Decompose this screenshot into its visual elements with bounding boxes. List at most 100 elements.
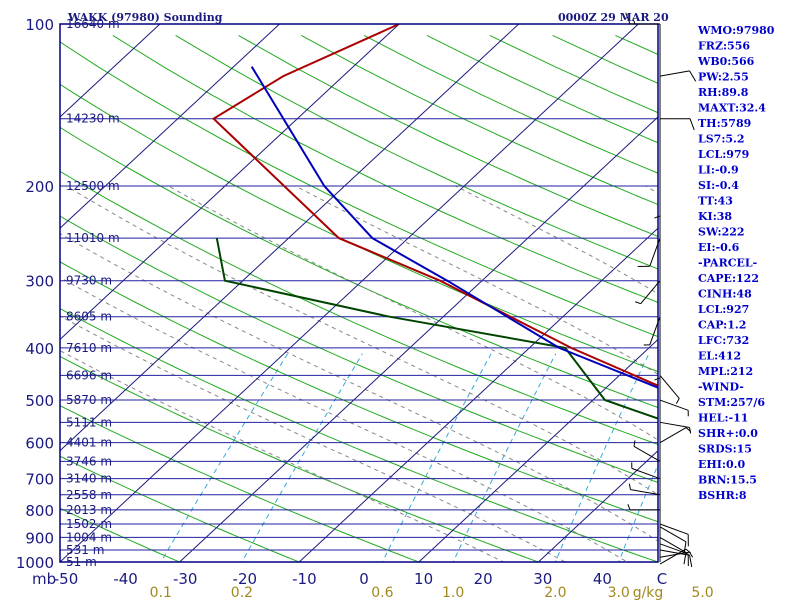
isotherm	[537, 450, 658, 562]
index-item: CINH:48	[698, 288, 752, 301]
wind-barb	[625, 12, 660, 25]
temperature-tick-label: -10	[292, 570, 317, 588]
pressure-tick-label: 700	[25, 471, 54, 489]
height-label: 3140 m	[66, 472, 112, 486]
index-item: CAPE:122	[698, 272, 759, 285]
mixing-ratio-unit-label: g/kg	[633, 585, 664, 600]
wind-barb-flag	[634, 301, 641, 305]
wind-barb-flag	[654, 215, 661, 219]
height-label: 8605 m	[66, 310, 112, 324]
wind-barb-staff	[630, 489, 661, 496]
isotherm	[60, 24, 520, 452]
pressure-tick-label: 100	[25, 16, 54, 34]
mixing-ratio-tick-label: 0.2	[231, 585, 253, 600]
isotherm	[298, 227, 658, 562]
index-item: -PARCEL-	[698, 257, 757, 270]
wind-barb	[659, 526, 687, 554]
wind-barb	[654, 185, 661, 219]
index-item: STM:257/6	[698, 396, 765, 409]
index-item: SRDS:15	[698, 443, 752, 456]
dry-adiabat	[60, 355, 540, 562]
isotherm	[60, 24, 161, 118]
moist-adiabat	[60, 276, 629, 562]
wind-barb	[659, 421, 692, 434]
wind-barb-flag	[683, 552, 687, 565]
temperature-tick-label: -50	[54, 570, 79, 588]
wind-barb-flag	[628, 483, 631, 490]
isotherm	[418, 338, 658, 562]
height-label: 51 m	[66, 555, 97, 569]
height-label: 7610 m	[66, 341, 112, 355]
parcel-trace	[250, 66, 658, 389]
wind-barb	[627, 504, 660, 511]
wind-barb-staff	[649, 316, 661, 346]
mixing-ratio-line	[554, 353, 650, 562]
height-label: 4401 m	[66, 436, 112, 450]
wind-barb	[659, 523, 689, 547]
index-item: EHI:0.0	[698, 458, 745, 471]
wind-barb	[659, 427, 691, 444]
index-item: PW:2.55	[698, 71, 749, 84]
wind-barb	[659, 549, 693, 568]
pressure-unit-label: mb	[32, 570, 56, 588]
dry-adiabat	[112, 34, 658, 303]
wind-barb	[634, 280, 661, 305]
height-label: 9730 m	[66, 274, 112, 288]
wind-barb-flag	[654, 377, 661, 381]
wind-barb	[643, 316, 661, 346]
mixing-ratio-line	[241, 353, 363, 562]
wind-barb-staff	[640, 280, 661, 304]
dry-adiabat	[60, 455, 301, 562]
chart-frame	[59, 23, 659, 563]
chart-title: WAKK (97980) Sounding	[67, 11, 223, 24]
wind-barb	[633, 440, 661, 462]
height-label: 2558 m	[66, 488, 112, 502]
dry-adiabat	[60, 41, 658, 338]
wind-barb-flag	[675, 398, 680, 404]
index-item: BRN:15.5	[698, 474, 757, 487]
wind-barb	[659, 375, 680, 404]
isotherm	[765, 12, 800, 573]
index-item: EL:412	[698, 350, 741, 363]
index-item: CAP:1.2	[698, 319, 746, 332]
wind-barb-staff	[659, 399, 689, 411]
dry-adiabat	[60, 261, 658, 523]
moist-adiabat	[66, 185, 658, 496]
wind-barb-staff	[659, 526, 687, 543]
temperature-tick-label: 10	[414, 570, 433, 588]
wind-barb-staff	[631, 467, 661, 480]
wind-barb-staff	[659, 427, 687, 444]
temperature-tick-label: 0	[359, 570, 369, 588]
wind-barb	[637, 237, 661, 267]
height-label: 5111 m	[66, 415, 112, 429]
wind-barb	[659, 70, 697, 82]
index-item: BSHR:8	[698, 489, 747, 502]
wind-barb-staff	[659, 536, 687, 553]
pressure-tick-label: 300	[25, 273, 54, 291]
pressure-tick-label: 900	[25, 529, 54, 547]
index-item: RH:89.8	[698, 86, 749, 99]
isotherm	[60, 24, 400, 341]
wind-barb-staff	[659, 375, 680, 399]
mixing-ratio-tick-label: 1.0	[442, 585, 464, 600]
height-label: 2013 m	[66, 503, 112, 517]
wind-barb-flag	[633, 440, 636, 447]
moist-adiabat	[60, 315, 567, 562]
mixing-ratio-tick-label: 2.0	[544, 585, 566, 600]
temperature-tick-label: C	[657, 570, 667, 588]
wind-barb-flag	[625, 12, 631, 25]
plot-border	[59, 23, 659, 563]
index-item: WMO:97980	[697, 24, 775, 37]
dry-adiabat	[60, 83, 658, 373]
pressure-tick-label: 500	[25, 392, 54, 410]
chart-data-layer	[211, 24, 658, 420]
height-label: 3746 m	[66, 454, 112, 468]
mixing-ratio-tick-label: 3.0	[608, 585, 630, 600]
wind-barb-flag	[689, 118, 695, 131]
wind-barb	[659, 399, 689, 417]
index-item: KI:38	[698, 210, 732, 223]
wind-barb-flag	[689, 555, 693, 568]
height-label: 1502 m	[66, 517, 112, 531]
